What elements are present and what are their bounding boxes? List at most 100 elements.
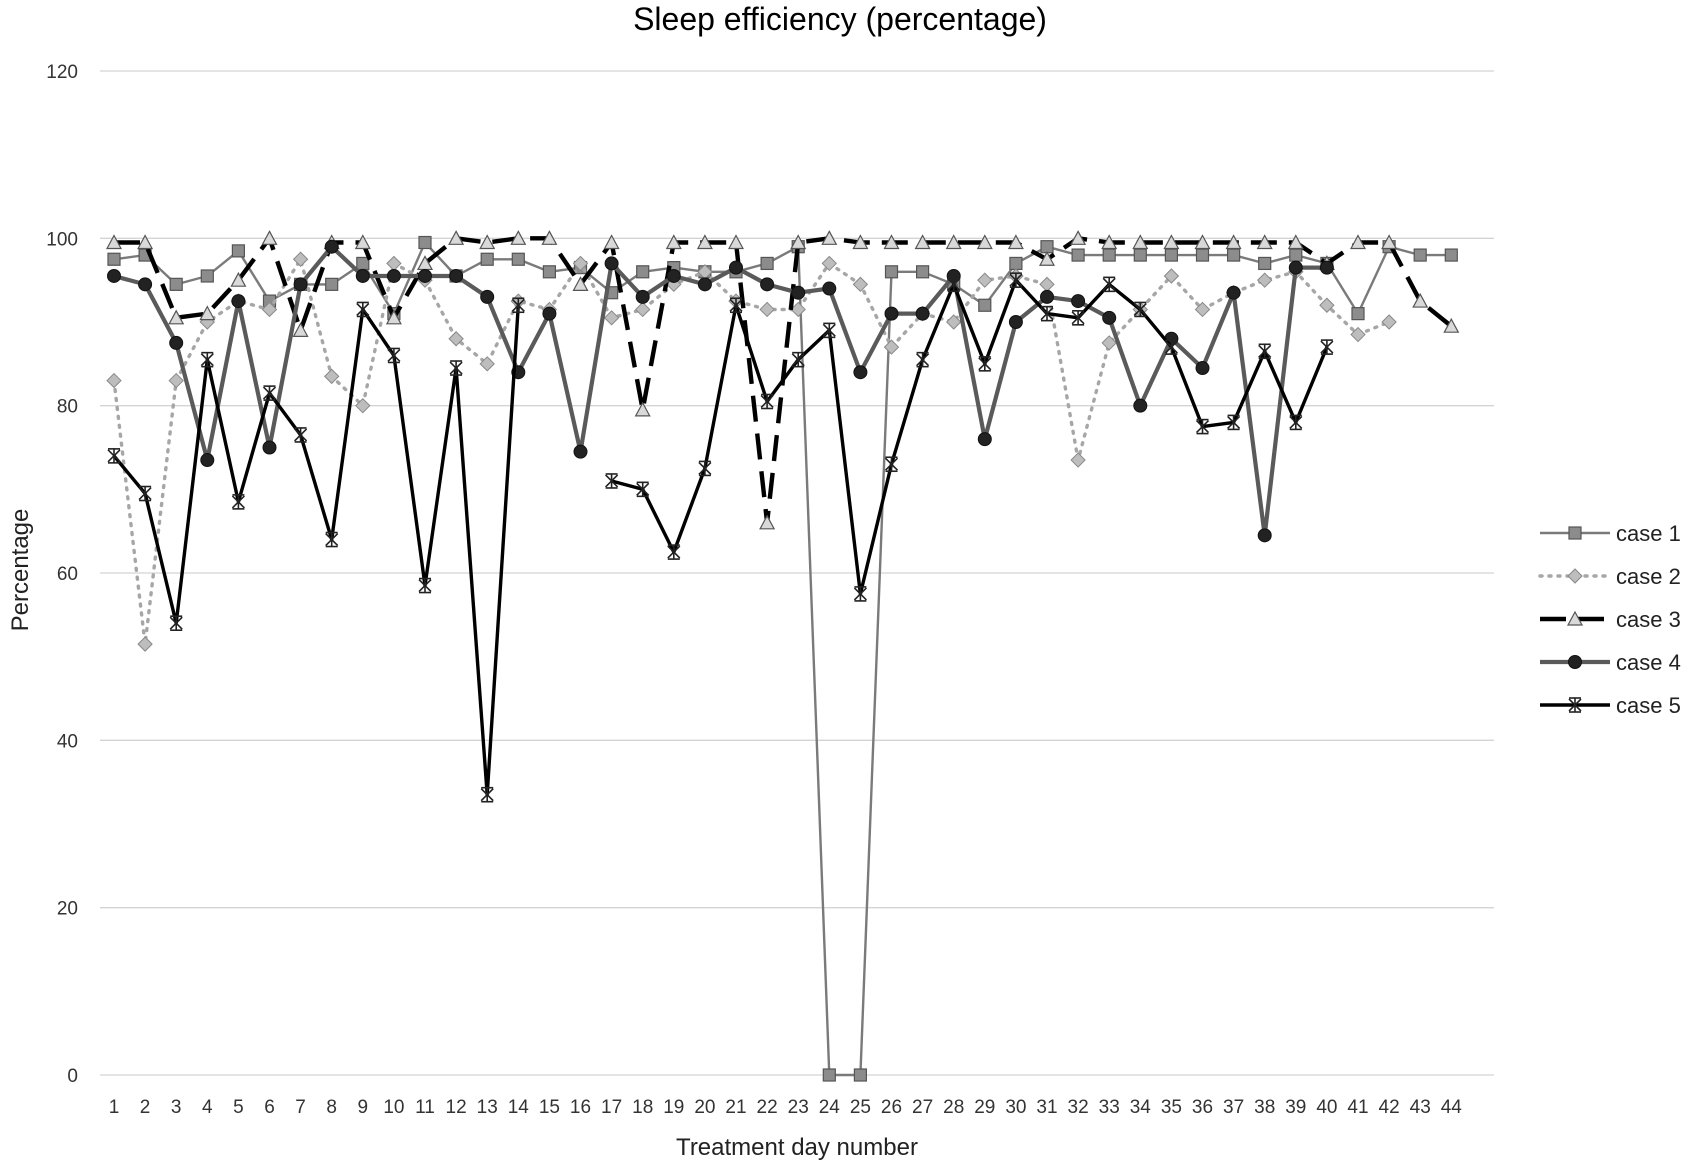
data-point (107, 252, 121, 266)
series-line (112, 257, 1391, 646)
x-tick-label: 16 (570, 1097, 591, 1118)
x-tick-label: 6 (264, 1097, 275, 1118)
data-point (696, 234, 713, 250)
data-point (168, 372, 184, 389)
data-point (200, 351, 214, 368)
x-tick-label: 41 (1347, 1097, 1368, 1118)
x-tick-label: 9 (358, 1097, 369, 1118)
gridlines (100, 70, 1494, 1076)
data-point (1226, 248, 1241, 262)
data-point (137, 636, 153, 652)
data-point (603, 310, 620, 326)
legend-label: case 2 (1616, 564, 1681, 589)
y-axis-label: Percentage (7, 509, 34, 632)
data-point (883, 339, 900, 355)
data-point (573, 444, 588, 459)
data-point (386, 255, 402, 272)
data-point (1257, 528, 1272, 543)
data-point (1320, 339, 1334, 355)
data-point (605, 473, 619, 489)
data-point (262, 440, 277, 455)
x-tick-label: 21 (725, 1097, 746, 1118)
x-tick-label: 30 (1005, 1097, 1026, 1118)
data-point (1194, 301, 1211, 318)
data-point (449, 268, 464, 283)
x-tick-label: 24 (819, 1097, 841, 1118)
legend-label: case 1 (1616, 521, 1681, 546)
data-point (1443, 317, 1460, 333)
data-point (1381, 234, 1398, 250)
data-point (977, 432, 992, 447)
chart-title: Sleep efficiency (percentage) (633, 1, 1047, 37)
data-point (915, 265, 930, 279)
data-point (1319, 297, 1335, 313)
data-point (1258, 256, 1272, 271)
data-point (1071, 248, 1085, 262)
data-point (418, 577, 432, 594)
data-point (293, 277, 308, 292)
data-point (511, 252, 525, 266)
data-point (1102, 310, 1117, 325)
data-point (107, 448, 121, 464)
data-point (1102, 276, 1116, 293)
x-tick-label: 19 (663, 1097, 684, 1118)
data-point (354, 234, 371, 250)
data-point (1288, 260, 1303, 275)
data-point (852, 234, 869, 250)
x-tick-label: 43 (1410, 1097, 1431, 1118)
x-tick-label: 11 (415, 1097, 435, 1118)
data-point (323, 368, 340, 385)
data-point (1412, 292, 1429, 308)
x-tick-label: 12 (446, 1097, 467, 1118)
x-tick-label: 38 (1254, 1097, 1275, 1118)
y-axis-ticks: 0 20 40 60 80 100 120 (46, 62, 78, 1087)
x-tick-label: 4 (202, 1097, 213, 1118)
data-point (325, 531, 339, 548)
data-point (976, 234, 993, 250)
data-point (479, 234, 496, 250)
data-point (1227, 414, 1241, 431)
data-point (292, 251, 309, 267)
series-2 (106, 251, 1397, 652)
x-tick-label: 34 (1130, 1097, 1152, 1118)
data-point (230, 271, 247, 287)
x-tick-label: 42 (1379, 1097, 1400, 1118)
data-point (1163, 268, 1180, 284)
data-point (698, 460, 712, 477)
x-tick-label: 37 (1223, 1097, 1244, 1118)
x-tick-label: 18 (632, 1097, 653, 1118)
x-tick-label: 44 (1441, 1097, 1463, 1118)
data-point (636, 481, 650, 498)
data-point (604, 256, 619, 271)
plot-area (105, 230, 1460, 1082)
data-point (697, 277, 712, 292)
y-tick-label: 60 (57, 564, 78, 585)
x-tick-label: 10 (383, 1097, 404, 1118)
data-point (1009, 256, 1023, 271)
data-point (853, 1068, 868, 1082)
data-point (169, 335, 184, 350)
x-tick-label: 29 (974, 1097, 995, 1118)
data-point (945, 234, 962, 250)
data-point (603, 234, 620, 250)
data-point (729, 297, 743, 314)
data-point (1071, 310, 1085, 326)
data-point (916, 351, 930, 368)
data-point (884, 265, 899, 279)
series-line (112, 278, 1329, 797)
data-point (790, 301, 806, 318)
data-point (541, 230, 558, 245)
data-point (511, 297, 525, 314)
data-point (1226, 285, 1241, 300)
x-tick-label: 8 (326, 1097, 337, 1118)
data-point (947, 276, 961, 293)
data-point (822, 281, 837, 296)
x-tick-label: 25 (850, 1097, 871, 1118)
data-point (1040, 305, 1054, 322)
x-tick-label: 5 (233, 1097, 244, 1118)
legend-item: case 5 (1540, 693, 1681, 718)
x-tick-label: 26 (881, 1097, 902, 1118)
data-point (729, 260, 743, 275)
data-point (1289, 248, 1303, 262)
data-point (634, 301, 651, 318)
